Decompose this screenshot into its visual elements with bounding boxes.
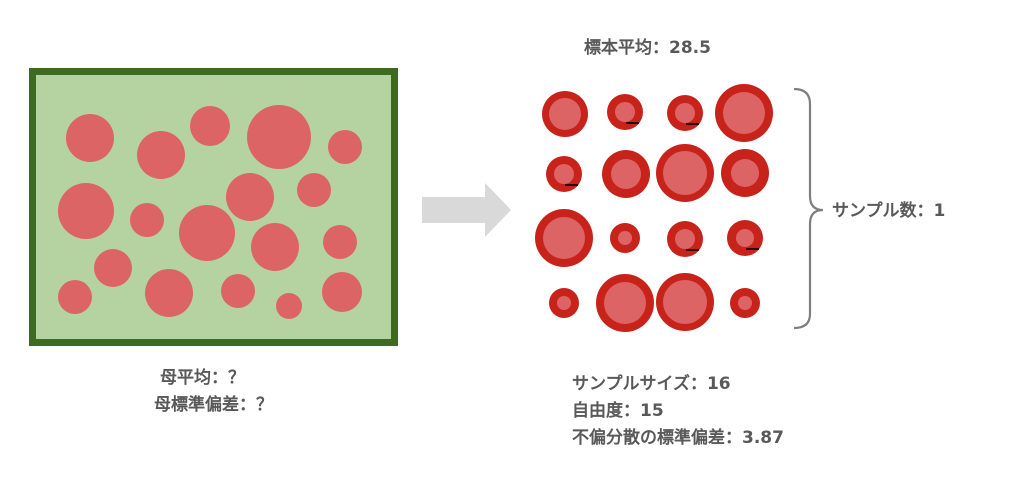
population-circle <box>66 114 114 162</box>
population-circle <box>190 106 230 146</box>
population-std-label: 母標準偏差：？ <box>154 395 273 415</box>
right-curly-brace-icon <box>793 87 824 330</box>
population-circle <box>323 225 357 259</box>
degrees-of-freedom-label: 自由度：15 <box>572 401 664 421</box>
population-circle <box>226 173 274 221</box>
sample-size-label: サンプルサイズ：16 <box>572 374 731 394</box>
sample-circle-inner <box>738 296 752 310</box>
population-circle <box>328 130 362 164</box>
sample-circle-inner <box>604 282 646 324</box>
population-circle <box>276 293 302 319</box>
population-circle <box>297 173 331 207</box>
population-circle <box>322 272 362 312</box>
sample-circle-inner <box>557 296 571 310</box>
sample-circle-inner <box>611 159 641 189</box>
population-circle <box>130 203 164 237</box>
sample-circle-inner <box>675 103 695 123</box>
population-circle <box>94 249 132 287</box>
population-circle <box>179 205 235 261</box>
population-circles <box>58 105 362 319</box>
sample-circle-inner <box>663 151 707 195</box>
population-circle <box>58 183 114 239</box>
sample-circle-inner <box>736 229 754 247</box>
sample-circle-inner <box>675 229 695 249</box>
population-circle <box>137 131 185 179</box>
population-circle <box>221 274 255 308</box>
sample-circle-inner <box>615 102 635 122</box>
sample-circle-inner <box>723 92 765 134</box>
right-arrow-icon <box>422 183 511 237</box>
unbiased-std-label: 不偏分散の標準偏差：3.87 <box>572 428 784 448</box>
sample-circles <box>535 84 773 332</box>
population-circle <box>251 223 299 271</box>
population-mean-label: 母平均：？ <box>160 368 245 388</box>
population-circle <box>58 280 92 314</box>
sample-circle-inner <box>549 98 581 130</box>
sample-circle-inner <box>554 164 574 184</box>
sample-circle-inner <box>663 280 707 324</box>
sample-circle-inner <box>543 217 585 259</box>
sample-mean-label: 標本平均：28.5 <box>584 38 711 58</box>
population-circle <box>145 269 193 317</box>
population-circle <box>247 105 311 169</box>
sample-circle-inner <box>731 159 759 187</box>
sample-circle-inner <box>618 231 632 245</box>
sample-count-label: サンプル数：1 <box>832 201 946 221</box>
